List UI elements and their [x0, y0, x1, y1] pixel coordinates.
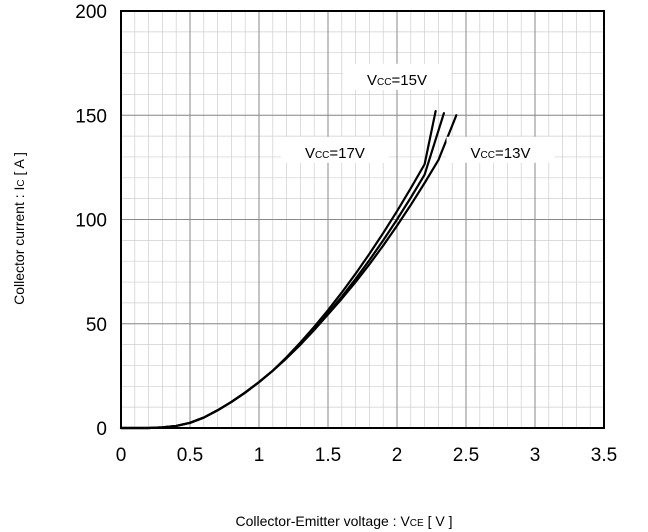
x-tick-label: 1.5 [315, 445, 341, 466]
y-tick-label: 200 [75, 2, 107, 23]
y-tick-labels: 0 50 100 150 200 [75, 2, 107, 440]
series-label-background [446, 136, 555, 163]
x-tick-label: 0 [116, 445, 127, 466]
series-annotations: VCC=17V VCC=15V VCC=13V [280, 63, 555, 163]
y-tick-label: 0 [96, 419, 107, 440]
x-axis-title: Collector-Emitter voltage : VCE [ V ] [236, 513, 453, 529]
series-label-background [343, 63, 451, 90]
series-lines [119, 109, 458, 430]
x-tick-label: 0.5 [177, 445, 203, 466]
series-label-2: VCC=13V [471, 145, 531, 162]
series-label-0: VCC=17V [305, 145, 365, 162]
y-tick-label: 100 [75, 211, 107, 232]
series-line-2 [119, 114, 458, 430]
x-tick-label: 3.5 [591, 445, 617, 466]
x-tick-label: 3 [530, 445, 541, 466]
y-tick-label: 150 [75, 106, 107, 127]
x-tick-label: 1 [254, 445, 265, 466]
series-label-1: VCC=15V [367, 72, 427, 89]
y-axis-title: Collector current : IC [ A ] [11, 152, 27, 305]
plot-frame [120, 10, 605, 429]
series-label-background [280, 136, 389, 163]
x-tick-label: 2 [392, 445, 403, 466]
x-tick-label: 2.5 [453, 445, 479, 466]
x-tick-labels: 0 0.5 1 1.5 2 2.5 3 3.5 [116, 445, 618, 466]
y-tick-label: 50 [86, 315, 107, 336]
